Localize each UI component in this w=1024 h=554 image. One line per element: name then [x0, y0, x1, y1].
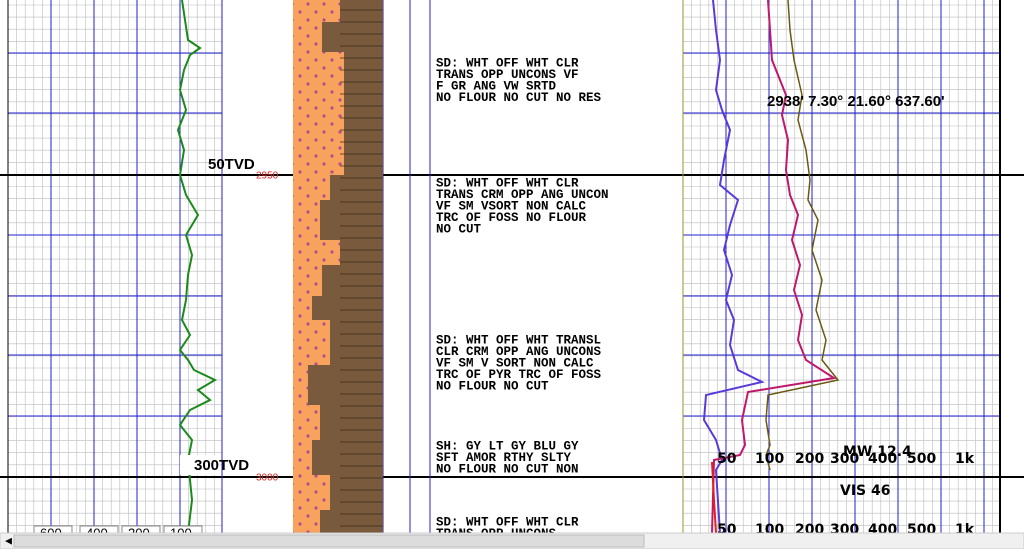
survey-label: 2938' 7.30° 21.60° 637.60' — [767, 93, 945, 110]
depth-label: 300TVD — [194, 457, 249, 474]
gas-scale-label: 300 — [830, 451, 859, 467]
gas-scale-label: 50 — [717, 451, 737, 467]
gas-scale-label: 1k — [955, 451, 975, 467]
gas-curve-4 — [711, 461, 717, 534]
gas-scale-label: 400 — [868, 451, 897, 467]
gas-curve-2 — [711, 0, 837, 534]
shale-lithology — [308, 0, 383, 533]
gas-scale-label: 100 — [755, 451, 784, 467]
scroll-arrow[interactable]: ◀ — [5, 535, 12, 545]
lithology-description: TRANS OPP UNCONS VF — [436, 68, 579, 82]
lithology-description: CLR CRM OPP ANG UNCONS — [436, 345, 602, 359]
gas-curve-1 — [702, 0, 765, 534]
lithology-description: SH: GY LT GY BLU GY — [436, 439, 579, 453]
lithology-description: F GR ANG VW SRTD — [436, 79, 557, 93]
lithology-description: NO FLOUR NO CUT — [436, 380, 549, 394]
gas-scale-label: 500 — [907, 451, 936, 467]
lithology-description: VF SM VSORT NON CALC — [436, 199, 587, 213]
lithology-description: SFT AMOR RTHY SLTY — [436, 451, 572, 465]
label-box — [180, 455, 220, 475]
depth-value: 2950 — [256, 171, 279, 182]
mud-weight: MW 12.4 — [843, 444, 912, 460]
depth-label: 50TVD — [208, 156, 255, 173]
viscosity: VIS 46 — [840, 483, 890, 499]
lithology-description: NO FLOUR NO CUT NON — [436, 462, 579, 476]
lithology-description: NO CUT — [436, 223, 482, 237]
lithology-description: SD: WHT OFF WHT CLR — [436, 515, 579, 529]
lithology-description: SD: WHT OFF WHT CLR — [436, 176, 579, 190]
scroll-thumb[interactable] — [13, 534, 645, 548]
lithology-description: VF SM V SORT NON CALC — [436, 356, 594, 370]
lithology-description: TRC OF PYR TRC OF FOSS — [436, 368, 602, 382]
lithology-description: TRC OF FOSS NO FLOUR — [436, 211, 587, 225]
gas-curve-3 — [765, 0, 840, 471]
lithology-description: SD: WHT OFF WHT TRANSL — [436, 333, 601, 347]
lithology-description: TRANS CRM OPP ANG UNCON — [436, 188, 609, 202]
gas-scale-label: 200 — [795, 451, 824, 467]
lithology-description: SD: WHT OFF WHT CLR — [436, 56, 579, 70]
depth-value: 3000 — [256, 473, 279, 484]
lithology-description: NO FLOUR NO CUT NO RES — [436, 91, 602, 105]
gamma-curve — [176, 0, 218, 534]
